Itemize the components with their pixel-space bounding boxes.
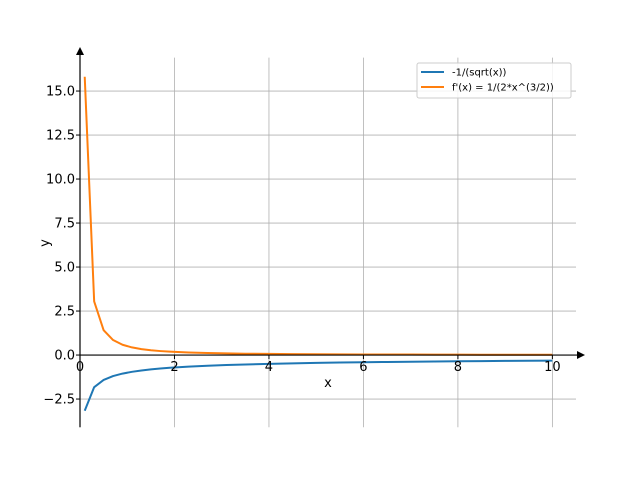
grid xyxy=(79,57,576,428)
x-tick-label-2: 4 xyxy=(265,360,273,375)
series-line-1 xyxy=(83,359,553,412)
x-axis-arrow xyxy=(577,351,585,360)
legend-label-1: -1/(sqrt(x)) xyxy=(452,68,507,79)
x-tick-label-4: 8 xyxy=(454,360,462,375)
x-tick-label-0: 0 xyxy=(76,360,84,375)
y-tick-label-5: 10.0 xyxy=(46,173,75,188)
legend-label-2: f'(x) = 1/(2*x^(3/2)) xyxy=(452,83,554,94)
y-tick-label-1: 0.0 xyxy=(54,349,75,364)
x-tick-label-5: 10 xyxy=(544,360,561,375)
legend: -1/(sqrt(x)) f'(x) = 1/(2*x^(3/2)) xyxy=(416,62,572,99)
y-tick-label-6: 12.5 xyxy=(46,129,75,144)
y-tick-label-4: 7.5 xyxy=(54,217,75,232)
series-line-2 xyxy=(83,76,553,356)
axes xyxy=(76,47,585,428)
legend-box xyxy=(416,62,572,99)
series-lines xyxy=(83,76,553,412)
y-axis-arrow xyxy=(76,47,84,55)
y-tick-label-3: 5.0 xyxy=(54,261,75,276)
x-axis-label: x xyxy=(324,376,332,391)
y-tick-label-2: 2.5 xyxy=(54,305,75,320)
y-axis-label: y xyxy=(38,239,53,247)
y-tick-label-7: 15.0 xyxy=(46,85,75,100)
x-tick-label-3: 6 xyxy=(359,360,367,375)
tick-labels: 0 2 4 6 8 10 −2.5 0.0 2.5 5.0 7.5 10.0 12.5 15.0 xyxy=(43,85,560,408)
x-tick-label-1: 2 xyxy=(170,360,178,375)
y-tick-label-0: −2.5 xyxy=(43,393,75,408)
